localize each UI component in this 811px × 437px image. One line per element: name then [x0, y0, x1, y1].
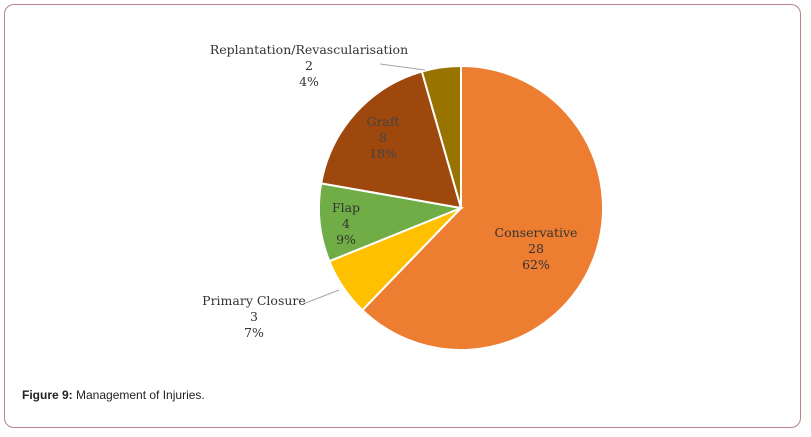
caption-text: Management of Injuries. — [72, 388, 205, 402]
data-label-flap-name: Flap — [332, 200, 360, 215]
data-label-primary-closure-percent: 7% — [244, 325, 264, 340]
data-label-replantation-revascularisation-name: Replantation/Revascularisation — [210, 42, 408, 57]
leader-line-replantation-revascularisation — [379, 63, 426, 71]
data-label-flap-percent: 9% — [336, 232, 356, 247]
pie-slice-replantation-revascularisation — [420, 64, 462, 209]
pie-slice-graft — [320, 70, 463, 210]
data-label-replantation-revascularisation-value: 2 — [305, 58, 313, 73]
data-label-primary-closure-name: Primary Closure — [202, 293, 306, 308]
data-label-conservative-name: Conservative — [495, 225, 578, 240]
data-label-flap-value: 4 — [342, 216, 350, 231]
data-label-conservative-value: 28 — [528, 241, 544, 256]
figure-caption: Figure 9: Management of Injuries. — [22, 388, 205, 402]
caption-prefix: Figure 9: — [22, 388, 73, 402]
data-label-primary-closure-value: 3 — [250, 309, 258, 324]
leader-line-primary-closure — [302, 289, 340, 305]
data-label-graft-value: 8 — [379, 130, 387, 145]
data-label-conservative-percent: 62% — [522, 257, 550, 272]
data-label-replantation-revascularisation-percent: 4% — [299, 74, 319, 89]
pie-slice-conservative — [360, 64, 604, 351]
data-label-graft-name: Graft — [366, 114, 399, 129]
data-label-graft-percent: 18% — [369, 146, 397, 161]
